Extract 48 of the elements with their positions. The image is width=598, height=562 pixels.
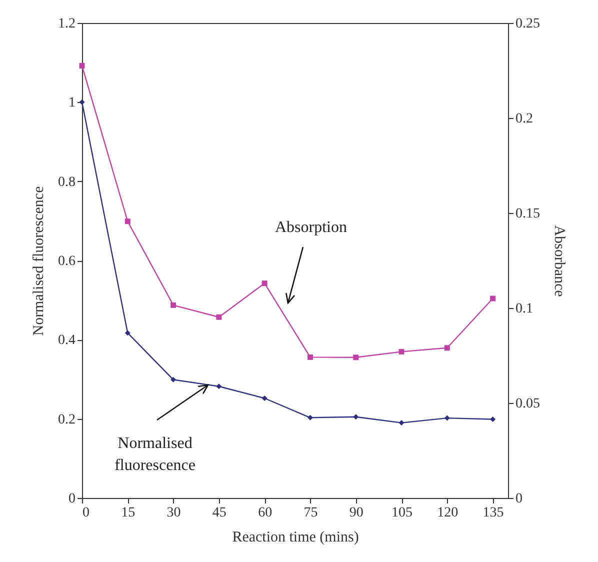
y2-tick-label: 0 [516,492,522,506]
y-tick-label: 0.8 [58,174,76,190]
text: Normalised fluorescence [114,435,196,474]
point [79,99,85,105]
x-tick-label: 120 [437,506,458,520]
point [170,376,176,382]
x-tick-label: 75 [304,506,318,520]
point [124,330,130,336]
x-tick-label: 60 [258,506,272,520]
y-tick-label: 0 [68,492,76,506]
point [262,280,268,286]
y2-tick-label: 0.2 [516,112,533,126]
point [490,416,496,422]
point [444,415,450,421]
point [216,314,222,320]
point [490,296,496,302]
y2-tick-label: 0.25 [516,16,540,32]
point [262,396,268,401]
x-tick-label: 30 [166,506,181,520]
point [216,384,222,390]
x-tick-label: 0 [82,506,90,520]
y-tick-label: 0.6 [58,254,76,269]
point [307,414,313,420]
y2-axis-title: Absorbance [551,225,567,298]
point [124,218,130,224]
y-tick-label: 0.4 [58,333,76,348]
x-tick-label: 105 [392,506,412,520]
y-tick-label: 1.2 [58,16,76,32]
point [353,414,359,420]
point [444,345,450,351]
text: Absorption [275,219,347,236]
x-axis-title: Reaction time (mins) [232,530,359,546]
y-tick-label: 1 [68,96,76,111]
x-tick-label: 90 [349,506,364,520]
point [307,354,313,360]
x-tick-label: 135 [482,506,504,520]
y2-tick-label: 0.1 [516,302,533,316]
y2-tick-label: 0.05 [516,396,540,412]
y-axis-title: Normalised fluorescence [31,186,47,336]
x-tick-label: 15 [121,506,136,520]
point [398,348,404,354]
point [353,354,359,360]
point [398,420,404,426]
x-tick-label: 45 [212,506,226,520]
point [79,63,85,68]
point [170,302,176,308]
y-tick-label: 0.2 [58,412,76,428]
y2-tick-label: 0.15 [516,206,540,222]
